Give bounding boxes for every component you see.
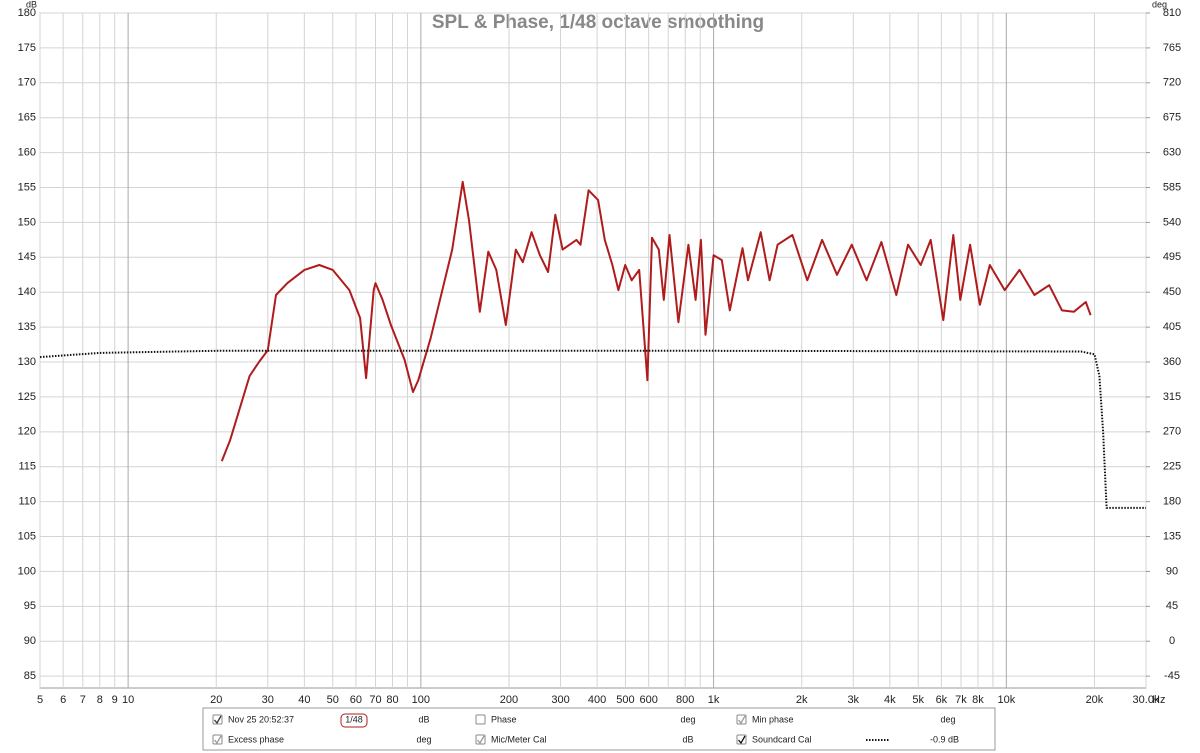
y2-tick-label: 270 (1163, 426, 1181, 438)
x-tick-label: 10k (997, 694, 1015, 706)
x-tick-label: 4k (884, 694, 896, 706)
y2-tick-label: 135 (1163, 530, 1181, 542)
x-tick-label: 100 (412, 694, 430, 706)
y-tick-label: 155 (18, 181, 36, 193)
y2-tick-label: 45 (1166, 600, 1178, 612)
legend-panel (202, 707, 996, 751)
x-tick-label: 5k (912, 694, 924, 706)
x-tick-label: 300 (551, 694, 569, 706)
legend-unit: deg (416, 734, 431, 744)
y-tick-label: 150 (18, 216, 36, 228)
x-tick-label: 800 (676, 694, 694, 706)
y-tick-label: 100 (18, 565, 36, 577)
y2-tick-label: 495 (1163, 251, 1181, 263)
legend-unit: -0.9 dB (930, 734, 959, 744)
checkmark (738, 715, 746, 725)
y-tick-label: 145 (18, 251, 36, 263)
x-tick-label: 8k (972, 694, 984, 706)
legend-label: Nov 25 20:52:37 (228, 714, 294, 724)
y2-unit: deg (1152, 0, 1167, 9)
y-tick-label: 135 (18, 321, 36, 333)
x-tick-label: 9 (112, 694, 118, 706)
checkmark (738, 735, 746, 745)
checkmark (214, 735, 222, 745)
y2-tick-label: 450 (1163, 286, 1181, 298)
legend-label: Phase (491, 714, 517, 724)
x-tick-label: 200 (500, 694, 518, 706)
legend-unit: deg (680, 714, 695, 724)
y-tick-label: 125 (18, 391, 36, 403)
y-tick-label: 170 (18, 77, 36, 89)
x-tick-label: 400 (588, 694, 606, 706)
y2-tick-label: 720 (1163, 77, 1181, 89)
y-tick-label: 140 (18, 286, 36, 298)
y-tick-label: 165 (18, 112, 36, 124)
y-tick-label: 110 (18, 496, 36, 508)
y2-tick-label: 810 (1163, 7, 1181, 19)
y2-tick-label: 180 (1163, 496, 1181, 508)
legend-unit: dB (418, 714, 429, 724)
y-tick-label: 85 (24, 670, 36, 682)
y-tick-label: 175 (18, 42, 36, 54)
y-tick-label: 115 (18, 461, 36, 473)
x-tick-label: 6k (936, 694, 948, 706)
x-unit: Hz (1152, 694, 1165, 706)
x-tick-label: 3k (847, 694, 859, 706)
x-tick-label: 30.0k (1133, 694, 1160, 706)
x-tick-label: 40 (298, 694, 310, 706)
series-line (39, 349, 1146, 509)
x-tick-label: 7k (955, 694, 967, 706)
x-tick-label: 10 (122, 694, 134, 706)
series-line (220, 180, 1092, 462)
y2-tick-label: 675 (1163, 112, 1181, 124)
y-tick-label: 105 (18, 530, 36, 542)
x-tick-label: 8 (97, 694, 103, 706)
checkmark (477, 735, 485, 745)
y2-tick-label: 630 (1163, 147, 1181, 159)
y-tick-label: 90 (24, 635, 36, 647)
smoothing-box (340, 713, 368, 728)
legend-label: Min phase (752, 714, 794, 724)
y2-tick-label: 585 (1163, 181, 1181, 193)
x-tick-label: 70 (369, 694, 381, 706)
x-tick-label: 5 (37, 694, 43, 706)
x-tick-label: 7 (80, 694, 86, 706)
y2-tick-label: -45 (1164, 670, 1180, 682)
x-tick-label: 80 (386, 694, 398, 706)
checkbox (475, 714, 486, 725)
y-tick-label: 180 (18, 7, 36, 19)
x-tick-label: 60 (350, 694, 362, 706)
y2-tick-label: 360 (1163, 356, 1181, 368)
checkmark (214, 715, 222, 725)
y-unit: dB (26, 0, 37, 9)
y2-tick-label: 315 (1163, 391, 1181, 403)
x-tick-label: 50 (327, 694, 339, 706)
y2-tick-label: 765 (1163, 42, 1181, 54)
legend-label: Mic/Meter Cal (491, 734, 547, 744)
y-tick-label: 95 (24, 600, 36, 612)
x-tick-label: 1k (708, 694, 720, 706)
legend-label: Excess phase (228, 734, 284, 744)
y2-tick-label: 540 (1163, 216, 1181, 228)
y-tick-label: 160 (18, 147, 36, 159)
x-tick-label: 30 (262, 694, 274, 706)
y2-tick-label: 225 (1163, 461, 1181, 473)
x-tick-label: 2k (796, 694, 808, 706)
y2-tick-label: 90 (1166, 565, 1178, 577)
legend-unit: deg (940, 714, 955, 724)
legend-label: Soundcard Cal (752, 734, 812, 744)
y-tick-label: 120 (18, 426, 36, 438)
smoothing-label: 1/48 (345, 714, 363, 724)
legend-unit: dB (682, 734, 693, 744)
y-tick-label: 130 (18, 356, 36, 368)
x-tick-label: 500 (616, 694, 634, 706)
x-tick-label: 20k (1086, 694, 1104, 706)
y2-tick-label: 0 (1169, 635, 1175, 647)
x-tick-label: 20 (210, 694, 222, 706)
chart-title: SPL & Phase, 1/48 octave smoothing (432, 12, 764, 33)
x-tick-label: 6 (60, 694, 66, 706)
y2-tick-label: 405 (1163, 321, 1181, 333)
x-tick-label: 600 (639, 694, 657, 706)
